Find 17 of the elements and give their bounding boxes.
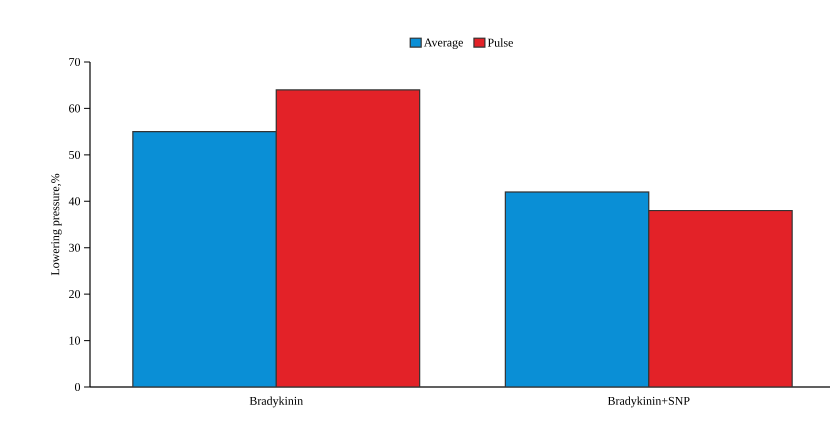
y-tick-label: 50 <box>69 150 80 159</box>
x-tick-label: Bradykinin <box>250 396 303 408</box>
x-tick-label: Bradykinin+SNP <box>608 396 690 408</box>
y-tick-label: 10 <box>70 336 80 345</box>
bar <box>132 131 277 387</box>
y-tick-label: 20 <box>69 290 80 298</box>
bar <box>648 210 793 387</box>
bar <box>276 89 420 387</box>
legend-label: Average <box>424 38 463 49</box>
bar <box>504 191 650 387</box>
y-axis-title: Lowering pressure,% <box>51 174 62 276</box>
y-tick-label: 30 <box>69 244 80 252</box>
y-tick-label: 40 <box>68 197 80 206</box>
y-tick-label: 0 <box>74 382 80 392</box>
legend-label: Pulse <box>488 38 513 47</box>
y-tick-label: 60 <box>69 104 80 112</box>
y-tick-label: 70 <box>69 58 80 66</box>
